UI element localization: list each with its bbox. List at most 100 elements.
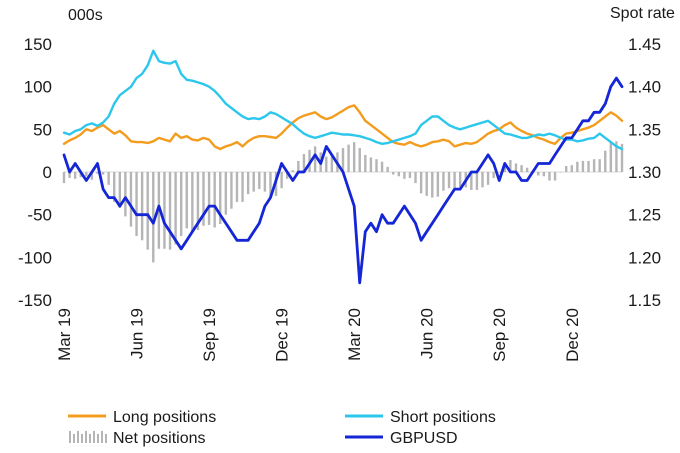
right-axis-tick-label: 1.40 xyxy=(628,78,661,97)
net-position-bar xyxy=(252,172,255,192)
left-axis-tick-label: -150 xyxy=(18,291,52,310)
left-axis-tick-label: 100 xyxy=(24,78,52,97)
net-position-bar xyxy=(358,148,361,172)
short-positions-line xyxy=(62,49,624,151)
x-axis-tick-label: Dec 19 xyxy=(273,308,292,362)
net-position-bar xyxy=(168,172,172,250)
left-axis-ticks: 150 100 50 0 -50 -100 -150 xyxy=(18,35,52,310)
net-position-bar xyxy=(341,148,345,172)
legend-net-swatch-bar xyxy=(105,434,107,443)
net-position-bar xyxy=(101,172,105,175)
net-position-bar xyxy=(135,172,138,236)
net-position-bar xyxy=(129,172,133,227)
net-position-bar xyxy=(280,172,283,189)
net-position-bar xyxy=(73,172,77,179)
net-position-bar xyxy=(492,172,495,178)
legend-net-swatch-bar xyxy=(97,434,99,443)
net-position-bar xyxy=(230,172,233,209)
legend-swatch-net-positions xyxy=(69,431,107,443)
net-position-bar xyxy=(419,172,423,194)
net-position-bar xyxy=(246,172,250,195)
x-axis-tick-label: Jun 19 xyxy=(128,308,147,359)
net-position-bar xyxy=(291,170,294,172)
x-axis-tick-label: Dec 20 xyxy=(563,308,582,362)
legend-net-swatch-bar xyxy=(69,431,71,443)
legend-net-swatch-bar xyxy=(93,431,95,443)
net-position-bar xyxy=(587,160,590,172)
net-position-bar xyxy=(592,159,596,172)
net-position-bar xyxy=(542,172,546,177)
net-position-bar xyxy=(620,143,624,172)
net-position-bar xyxy=(96,172,99,174)
net-position-bar xyxy=(414,172,417,184)
net-position-bar xyxy=(604,150,607,172)
net-position-bar xyxy=(364,154,367,172)
net-position-bar xyxy=(581,160,585,172)
right-axis-tick-label: 1.15 xyxy=(628,291,661,310)
net-position-bar xyxy=(325,156,328,172)
net-position-bar xyxy=(179,172,183,236)
right-axis-tick-label: 1.35 xyxy=(628,120,661,139)
net-position-bar xyxy=(113,172,116,202)
x-axis-tick-label: Sep 19 xyxy=(200,308,219,362)
net-position-bar xyxy=(163,172,166,249)
net-position-bar xyxy=(520,165,523,172)
net-position-bar xyxy=(352,142,356,172)
left-axis-tick-label: -50 xyxy=(27,206,52,225)
net-position-bar xyxy=(207,172,211,225)
net-position-bar xyxy=(447,172,451,189)
net-position-bar xyxy=(185,172,188,229)
net-position-bar xyxy=(509,160,512,172)
net-position-bar xyxy=(224,172,228,215)
net-position-bar xyxy=(146,172,149,250)
net-position-bar xyxy=(442,172,445,191)
net-position-bar xyxy=(553,172,557,181)
net-position-bar xyxy=(570,165,573,172)
legend-net-swatch-bar xyxy=(101,431,103,443)
net-position-bar xyxy=(380,161,384,172)
legend-net-swatch-bar xyxy=(81,434,83,443)
net-position-bar xyxy=(297,160,300,172)
net-position-bar xyxy=(470,172,473,190)
x-axis-tick-label: Mar 20 xyxy=(345,308,364,361)
net-position-bar xyxy=(152,172,155,263)
net-position-bar xyxy=(263,172,267,192)
net-position-bar xyxy=(330,156,334,172)
right-axis-tick-label: 1.20 xyxy=(628,248,661,267)
net-position-bar xyxy=(286,172,289,179)
x-axis-tick-label: Sep 20 xyxy=(490,308,509,362)
net-position-bar xyxy=(408,172,412,178)
net-position-bar xyxy=(453,172,456,191)
net-position-bar xyxy=(565,166,568,172)
legend: Long positions Net positions Short posit… xyxy=(68,409,496,447)
net-position-bar xyxy=(269,172,272,197)
net-position-bar xyxy=(576,161,579,172)
legend-label-gbpusd: GBPUSD xyxy=(390,430,458,447)
net-position-bar xyxy=(90,172,94,180)
legend-label-net-positions: Net positions xyxy=(113,430,206,447)
net-position-bar xyxy=(615,141,618,172)
net-position-bar xyxy=(486,172,490,185)
net-position-bar xyxy=(392,172,395,175)
legend-net-swatch-bar xyxy=(85,431,87,443)
legend-net-swatch-bar xyxy=(73,434,75,443)
line-series-layer xyxy=(62,49,624,285)
net-position-bar xyxy=(62,172,66,184)
net-position-bar xyxy=(425,172,428,196)
x-axis-ticks: Mar 19 Jun 19 Sep 19 Dec 19 Mar 20 Jun 20 Sep … xyxy=(55,308,582,362)
net-position-bar xyxy=(481,172,484,188)
net-position-bar xyxy=(85,172,88,177)
net-position-bar xyxy=(258,172,261,190)
net-position-bar xyxy=(235,172,239,202)
net-position-bar xyxy=(369,157,373,172)
gbpusd-line xyxy=(62,76,624,285)
right-axis-title: Spot rate xyxy=(610,5,675,22)
long-positions-line xyxy=(62,104,624,151)
net-position-bar xyxy=(397,172,400,177)
net-position-bar xyxy=(196,172,200,231)
net-position-bar xyxy=(537,172,540,176)
legend-label-long-positions: Long positions xyxy=(113,409,216,426)
left-axis-title: 000s xyxy=(68,7,103,24)
net-position-bar xyxy=(403,172,406,179)
